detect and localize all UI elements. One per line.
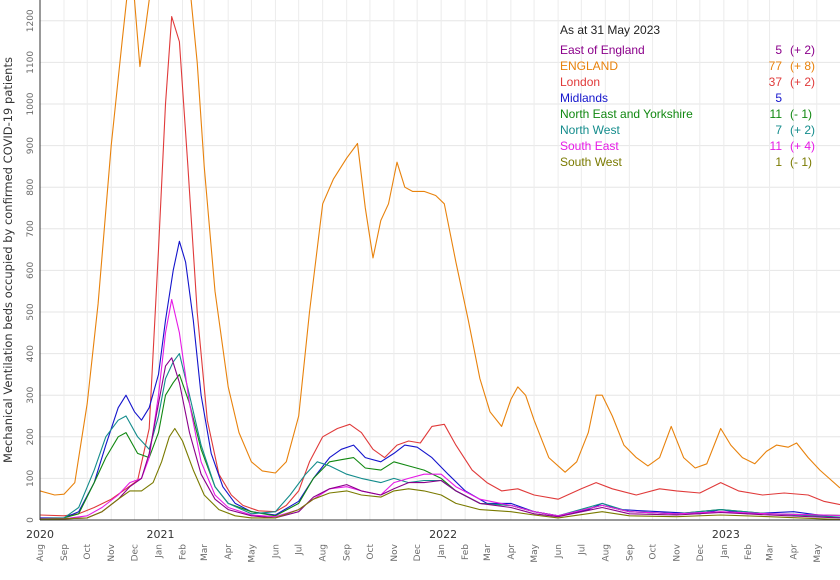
x-tick-label: Jan bbox=[437, 544, 447, 559]
y-tick-label: 1200 bbox=[26, 9, 36, 32]
x-tick-label: Mar bbox=[766, 544, 776, 561]
x-tick-label: Jun bbox=[554, 544, 564, 559]
legend-entry-value: 11 bbox=[770, 139, 783, 153]
x-tick-label: Nov bbox=[390, 543, 400, 561]
x-tick-label: Aug bbox=[601, 544, 611, 562]
y-tick-label: 500 bbox=[26, 303, 36, 320]
series-line-south-west bbox=[40, 427, 840, 520]
legend-title: As at 31 May 2023 bbox=[560, 23, 660, 37]
y-tick-label: 1000 bbox=[26, 92, 36, 115]
year-label: 2021 bbox=[146, 528, 174, 541]
x-tick-label: Oct bbox=[366, 544, 376, 560]
legend-entry-name: London bbox=[560, 75, 600, 89]
x-tick-label: Jul bbox=[295, 544, 305, 556]
x-tick-label: May bbox=[530, 543, 540, 562]
legend-entry-change: (- 1) bbox=[790, 155, 812, 169]
x-tick-label: Dec bbox=[413, 544, 423, 561]
x-tick-label: Jun bbox=[271, 544, 281, 559]
series-line-london bbox=[40, 16, 840, 517]
x-tick-label: Aug bbox=[36, 544, 46, 562]
x-tick-label: Oct bbox=[83, 544, 93, 560]
x-tick-label: Mar bbox=[200, 544, 210, 561]
x-tick-label: Dec bbox=[130, 544, 140, 561]
x-tick-label: Jan bbox=[720, 544, 730, 559]
x-tick-label: Apr bbox=[790, 544, 800, 560]
year-label: 2022 bbox=[429, 528, 457, 541]
series-line-england bbox=[40, 0, 840, 496]
legend-entry-change: (+ 2) bbox=[790, 123, 815, 137]
legend-entry-change: (+ 2) bbox=[790, 43, 815, 57]
x-tick-label: Nov bbox=[673, 543, 683, 561]
y-tick-label: 1100 bbox=[26, 51, 36, 74]
y-tick-label: 100 bbox=[26, 470, 36, 487]
legend: As at 31 May 2023 East of England 5 (+ 2) EN… bbox=[560, 23, 815, 169]
y-tick-label: 900 bbox=[26, 137, 36, 154]
y-axis-title: Mechanical Ventilation beds occupied by … bbox=[1, 57, 15, 463]
legend-entry-value: 1 bbox=[775, 155, 782, 169]
x-tick-label: Sep bbox=[625, 544, 635, 561]
legend-entry-name: South East bbox=[560, 139, 619, 153]
legend-entry-value: 5 bbox=[775, 91, 782, 105]
y-tick-label: 400 bbox=[26, 345, 36, 362]
legend-entry-value: 11 bbox=[770, 107, 783, 121]
year-label: 2020 bbox=[26, 528, 54, 541]
x-tick-label: Dec bbox=[696, 544, 706, 561]
legend-entry-value: 37 bbox=[769, 75, 783, 89]
legend-entry-name: ENGLAND bbox=[560, 59, 618, 73]
series-lines bbox=[40, 0, 840, 520]
x-tick-label: May bbox=[247, 543, 257, 562]
x-tick-label: Apr bbox=[507, 544, 517, 560]
legend-entry-name: Midlands bbox=[560, 91, 608, 105]
x-tick-label: Jul bbox=[577, 544, 587, 556]
y-tick-label: 700 bbox=[26, 220, 36, 237]
gridlines bbox=[39, 0, 840, 520]
x-tick-label: May bbox=[813, 543, 823, 562]
legend-entry-name: North East and Yorkshire bbox=[560, 107, 693, 121]
legend-entry-value: 77 bbox=[769, 59, 783, 73]
series-line-east-of-england bbox=[40, 357, 840, 520]
legend-entry-change: (+ 4) bbox=[790, 139, 815, 153]
y-tick-label: 200 bbox=[26, 428, 36, 445]
legend-entry-value: 7 bbox=[775, 123, 782, 137]
axes: 0 100 200 300 400 500 600 700 800 900 1000 1100 1200… bbox=[1, 0, 840, 563]
y-tick-label: 0 bbox=[26, 517, 36, 523]
year-label: 2023 bbox=[712, 528, 740, 541]
legend-entry-name: South West bbox=[560, 155, 622, 169]
x-tick-label: Apr bbox=[224, 544, 234, 560]
legend-entry-change: (+ 2) bbox=[790, 75, 815, 89]
legend-entry-change: (- 1) bbox=[790, 107, 812, 121]
y-tick-label: 600 bbox=[26, 262, 36, 279]
x-tick-label: Jan bbox=[154, 544, 164, 559]
legend-entry-change: (+ 8) bbox=[790, 59, 815, 73]
x-tick-label: Feb bbox=[178, 544, 188, 560]
legend-entry-name: East of England bbox=[560, 43, 645, 57]
legend-entry-value: 5 bbox=[775, 43, 782, 57]
y-tick-label: 300 bbox=[26, 386, 36, 403]
x-tick-label: Feb bbox=[744, 544, 754, 560]
x-tick-label: Mar bbox=[483, 544, 493, 561]
y-tick-label: 800 bbox=[26, 178, 36, 195]
legend-entry-name: North West bbox=[560, 123, 620, 137]
x-tick-label: Feb bbox=[461, 544, 471, 560]
x-tick-label: Sep bbox=[343, 544, 353, 561]
x-tick-label: Aug bbox=[319, 544, 329, 562]
x-tick-label: Sep bbox=[60, 544, 70, 561]
x-tick-label: Oct bbox=[649, 544, 659, 560]
x-tick-label: Nov bbox=[107, 543, 117, 561]
